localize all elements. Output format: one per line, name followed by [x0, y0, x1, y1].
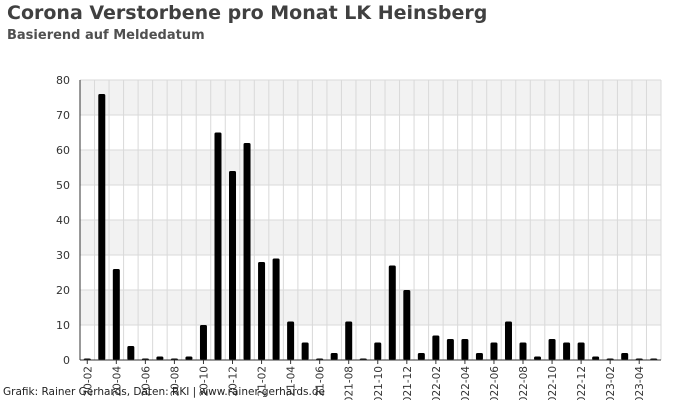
- y-tick-label: 0: [63, 354, 70, 367]
- bar-2021-05: [301, 342, 309, 360]
- x-tick-label: 2022-08: [518, 366, 530, 400]
- bar-2021-04: [287, 321, 295, 360]
- x-tick-label: 2022-04: [460, 366, 472, 400]
- y-tick-label: 70: [56, 109, 70, 122]
- bar-2022-05: [475, 353, 483, 360]
- bar-2021-01: [243, 143, 251, 360]
- bar-2022-11: [563, 342, 571, 360]
- x-tick-label: 2023-04: [634, 366, 646, 400]
- x-tick-label: 2021-10: [373, 366, 385, 400]
- bar-2022-08: [519, 342, 527, 360]
- x-tick-label: 2021-08: [344, 366, 356, 400]
- bar-2022-12: [577, 342, 585, 360]
- y-tick-label: 60: [56, 144, 70, 157]
- x-axis: 20-02 20-04 20-06 20-08 20-10 20-12 21-02 21-04…: [80, 359, 661, 400]
- bar-2021-02: [258, 262, 266, 360]
- y-axis: 0 10 20 30 40 50 60 70 80: [56, 74, 661, 367]
- x-tick-label: 20-08: [169, 366, 181, 397]
- bar-2020-04: [112, 269, 120, 360]
- x-tick-label: 20-06: [140, 366, 152, 397]
- y-tick-label: 10: [56, 319, 70, 332]
- bar-2020-11: [214, 132, 222, 360]
- x-tick-label: 2022-06: [489, 366, 501, 400]
- y-tick-label: 50: [56, 179, 70, 192]
- x-tick-label: 21-04: [286, 366, 298, 397]
- x-tick-label: 2021-12: [402, 366, 414, 400]
- bar-2023-01: [592, 356, 600, 360]
- x-tick-label: 2022-12: [576, 366, 588, 400]
- y-tick-label: 30: [56, 249, 70, 262]
- bar-2021-11: [388, 265, 396, 360]
- x-tick-label: 20-10: [198, 366, 210, 397]
- bar-2022-02: [432, 335, 440, 360]
- bar-2020-12: [229, 171, 237, 360]
- bar-2022-07: [504, 321, 512, 360]
- x-tick-label: 20-04: [111, 366, 123, 397]
- y-tick-label: 80: [56, 74, 70, 87]
- chart-title: Corona Verstorbene pro Monat LK Heinsber…: [7, 2, 488, 24]
- bar-2022-06: [490, 342, 498, 360]
- bar-2021-08: [345, 321, 353, 360]
- bar-2022-03: [446, 339, 454, 360]
- y-tick-label: 40: [56, 214, 70, 227]
- bar-2020-07: [156, 356, 164, 360]
- x-tick-label: 20-12: [228, 366, 240, 397]
- bar-2020-10: [199, 325, 207, 360]
- x-tick-label: 20-02: [82, 366, 94, 397]
- bar-2023-03: [621, 353, 629, 360]
- bar-2021-12: [403, 290, 411, 360]
- bar-2021-07: [330, 353, 338, 360]
- bar-2020-05: [127, 346, 135, 360]
- x-tick-label: 2023-02: [605, 366, 617, 400]
- x-tick-label: 21-02: [257, 366, 269, 397]
- credit-line: Grafik: Rainer Gerhards, Daten: RKI | ww…: [3, 386, 325, 398]
- bar-2022-10: [548, 339, 556, 360]
- bar-2021-03: [272, 258, 280, 360]
- bar-2021-10: [374, 342, 382, 360]
- bar-2022-04: [461, 339, 469, 360]
- y-tick-label: 20: [56, 284, 70, 297]
- x-tick-label: 2022-10: [547, 366, 559, 400]
- x-tick-label: 21-06: [315, 366, 327, 397]
- bar-2020-09: [185, 356, 193, 360]
- bar-2022-09: [534, 356, 542, 360]
- bars: [83, 94, 658, 360]
- x-tick-label: 2022-02: [431, 366, 443, 400]
- bar-2022-01: [417, 353, 425, 360]
- chart-subtitle: Basierend auf Meldedatum: [7, 28, 205, 43]
- bar-2020-03: [98, 94, 106, 360]
